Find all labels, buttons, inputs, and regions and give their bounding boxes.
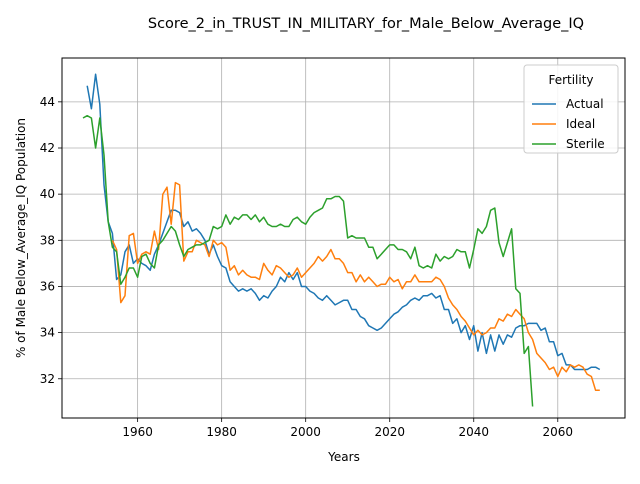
- y-tick-label: 36: [40, 279, 55, 293]
- legend-label-sterile: Sterile: [566, 137, 605, 151]
- legend-label-ideal: Ideal: [566, 117, 595, 131]
- y-tick-label: 32: [40, 372, 55, 386]
- y-tick-label: 42: [40, 141, 55, 155]
- legend-box: [523, 64, 619, 154]
- series-line-sterile: [82, 114, 534, 407]
- x-tick-label: 2000: [290, 425, 321, 439]
- legend: Fertility Actual Ideal Sterile: [523, 64, 619, 154]
- x-tick-label: 2020: [374, 425, 405, 439]
- y-tick-label: 34: [40, 326, 55, 340]
- y-axis-label: % of Male Below_Average_IQ Population: [14, 118, 28, 358]
- plot-area-frame: [61, 57, 626, 419]
- y-tick-label: 38: [40, 233, 55, 247]
- series-line-ideal: [111, 181, 600, 392]
- legend-entries: Actual Ideal Sterile: [532, 97, 605, 151]
- series-lines: [82, 73, 601, 407]
- legend-title: Fertility: [548, 73, 593, 87]
- legend-label-actual: Actual: [566, 97, 604, 111]
- x-tick-label: 2060: [543, 425, 574, 439]
- y-tick-label: 40: [40, 187, 55, 201]
- x-tick-label: 1980: [206, 425, 237, 439]
- y-tick-label: 44: [40, 95, 55, 109]
- chart-title: Score_2_in_TRUST_IN_MILITARY_for_Male_Be…: [148, 16, 584, 32]
- x-axis-label: Years: [327, 450, 360, 464]
- x-axis: 1960 1980 2000 2020 2040 2060: [122, 418, 573, 439]
- x-tick-label: 2040: [458, 425, 489, 439]
- x-tick-label: 1960: [122, 425, 153, 439]
- y-axis: 32 34 36 38 40 42 44: [40, 95, 62, 386]
